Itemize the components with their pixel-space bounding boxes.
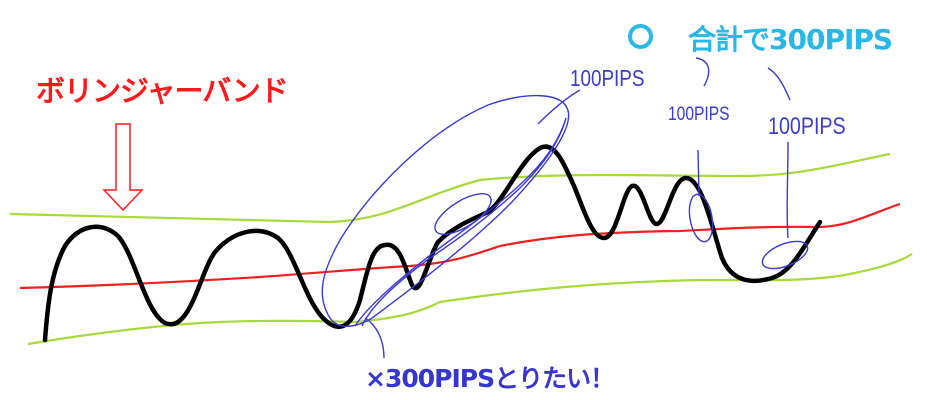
pips-label-3: 100PIPS (768, 113, 846, 140)
bollinger-band-title: ボリンジャーバンド (36, 74, 289, 108)
large-trend-ellipse (321, 94, 570, 327)
middle-band-line (19, 202, 901, 290)
pips-label-1: 100PIPS (570, 65, 645, 91)
pointer-line-top (537, 89, 581, 125)
small-ellipse-segment-1 (434, 193, 492, 235)
bracket-to-segment-2 (695, 57, 710, 197)
wrong-goal-label: ×300PIPSとりたい！ (365, 364, 615, 393)
total-pips-title: 合計で300PIPS (688, 23, 893, 56)
pointer-line-bottom (364, 317, 385, 359)
small-ellipse-segment-2 (688, 193, 714, 243)
pips-label-2: 100PIPS (668, 104, 730, 125)
inner-trend-loop (354, 117, 567, 327)
small-ellipse-segment-3 (761, 240, 809, 270)
price-line (42, 144, 823, 343)
upper-band-line (9, 152, 891, 224)
circle-mark-icon (628, 24, 653, 49)
bracket-to-segment-3 (767, 67, 791, 239)
lower-band-line (27, 253, 913, 346)
down-arrow-icon (102, 123, 144, 212)
